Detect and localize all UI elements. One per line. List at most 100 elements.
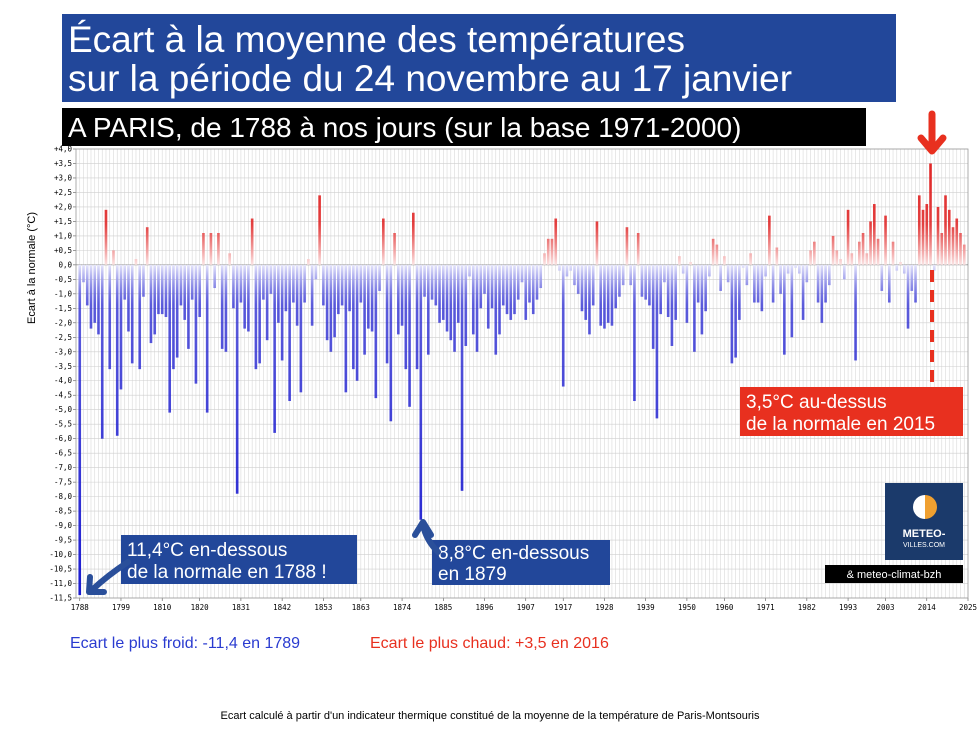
bar [711, 238, 715, 265]
bar [475, 264, 479, 352]
bar [558, 264, 561, 271]
annotation: 11,4°C en-dessous [127, 540, 287, 561]
bar [374, 264, 378, 399]
bar [262, 264, 265, 300]
bar [434, 264, 438, 306]
annotation: 3,5°C au-dessus [746, 392, 887, 413]
bar [708, 264, 711, 277]
bar [618, 264, 621, 297]
bar [468, 264, 471, 277]
bar [839, 259, 842, 265]
bar [951, 227, 955, 265]
annotation: en 1879 [438, 564, 507, 585]
bar [299, 264, 303, 393]
footer-note: Ecart calculé à partir d'un indicateur t… [221, 710, 760, 722]
bar [565, 264, 569, 277]
y-tick-label: -11,5 [49, 594, 72, 603]
bar [887, 264, 891, 303]
bar [809, 250, 812, 265]
bar [734, 264, 737, 358]
bar [704, 264, 707, 312]
bar [674, 264, 677, 320]
bar [295, 264, 299, 326]
bar [749, 253, 752, 265]
bar [411, 212, 415, 265]
bar [119, 264, 123, 390]
bar [494, 264, 498, 355]
bar [310, 264, 314, 326]
x-tick-label: 1799 [112, 603, 130, 612]
bar [127, 264, 130, 332]
bar [715, 244, 719, 265]
bar [745, 264, 749, 286]
bar [415, 264, 419, 370]
bar [168, 264, 172, 413]
bar [756, 264, 760, 303]
annotation: de la normale en 2015 [746, 414, 935, 435]
y-tick-label: +1,5 [54, 217, 72, 226]
bar [655, 264, 659, 419]
x-tick-label: 1917 [554, 603, 572, 612]
logo-text: VILLES.COM [903, 542, 945, 549]
bar [292, 264, 295, 303]
bar [265, 264, 269, 341]
bar [693, 264, 696, 352]
bar [730, 264, 734, 364]
bar [629, 264, 633, 286]
y-tick-label: -8,0 [54, 492, 73, 501]
bar [603, 264, 606, 329]
bar [456, 264, 460, 323]
bar [318, 195, 321, 265]
x-tick-label: 1820 [191, 603, 210, 612]
bar [670, 264, 674, 346]
bar [483, 264, 486, 294]
bar [940, 233, 944, 265]
bar [149, 264, 153, 344]
x-tick-label: 1928 [595, 603, 614, 612]
bar [340, 264, 344, 306]
bar [588, 264, 591, 335]
bar [771, 264, 775, 303]
subtitle-box [62, 108, 866, 146]
bar [172, 264, 175, 370]
bar [891, 241, 895, 265]
bar [944, 195, 947, 265]
x-tick-label: 1788 [71, 603, 90, 612]
bar [599, 264, 603, 326]
y-tick-label: +0,5 [54, 246, 72, 255]
bar [160, 264, 164, 315]
bar [89, 264, 93, 329]
bar [134, 259, 138, 265]
annotation-box [740, 387, 963, 436]
bar [187, 264, 190, 349]
bar [307, 259, 310, 265]
y-tick-label: -10,0 [49, 550, 72, 559]
bar [741, 264, 745, 268]
bar [217, 233, 220, 265]
bar [183, 264, 187, 320]
bar [303, 264, 306, 303]
bar [104, 209, 108, 265]
bar [205, 264, 209, 413]
bar [179, 264, 183, 306]
bar [355, 264, 359, 381]
bar [460, 264, 464, 491]
stat-cold: Ecart le plus froid: -11,4 en 1789 [70, 635, 300, 652]
bar [389, 264, 393, 422]
y-tick-label: -8,5 [54, 507, 72, 516]
logo-text: METEO- [903, 528, 946, 540]
bar [509, 264, 513, 320]
y-tick-label: -6,5 [54, 449, 72, 458]
bar [367, 264, 370, 329]
bar [479, 264, 483, 309]
bar [254, 264, 258, 370]
bar [194, 264, 198, 384]
bar [130, 264, 134, 364]
bar [108, 264, 112, 370]
bar [779, 264, 782, 294]
y-tick-label: -9,0 [54, 521, 73, 530]
bar [726, 264, 730, 283]
annotation-arrow [86, 559, 131, 595]
bar [929, 163, 932, 265]
bar [404, 264, 408, 370]
